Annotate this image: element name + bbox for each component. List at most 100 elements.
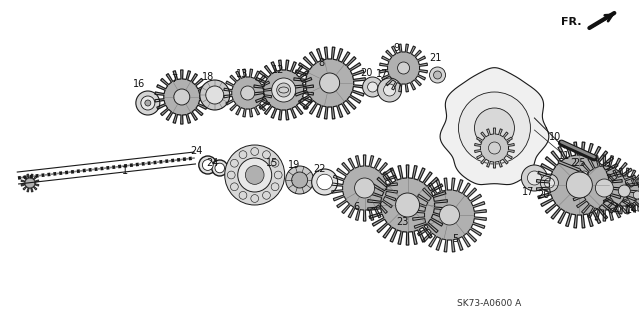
Circle shape bbox=[239, 151, 247, 159]
Circle shape bbox=[367, 82, 378, 92]
Circle shape bbox=[540, 174, 558, 192]
Polygon shape bbox=[368, 165, 447, 245]
Circle shape bbox=[227, 171, 235, 179]
Text: 10: 10 bbox=[549, 132, 561, 142]
Circle shape bbox=[458, 92, 531, 164]
Polygon shape bbox=[254, 60, 314, 120]
Text: 2: 2 bbox=[570, 158, 577, 168]
Circle shape bbox=[488, 142, 500, 154]
Circle shape bbox=[251, 195, 259, 202]
Circle shape bbox=[363, 77, 383, 97]
Polygon shape bbox=[294, 47, 365, 119]
Text: 20: 20 bbox=[537, 190, 550, 200]
Ellipse shape bbox=[278, 87, 289, 93]
Circle shape bbox=[241, 86, 255, 100]
Text: 14: 14 bbox=[626, 205, 639, 215]
Circle shape bbox=[440, 205, 460, 225]
Text: 21: 21 bbox=[429, 53, 442, 63]
Text: 9: 9 bbox=[394, 43, 399, 53]
Text: 17: 17 bbox=[522, 187, 534, 197]
Polygon shape bbox=[224, 69, 271, 117]
Circle shape bbox=[225, 145, 285, 205]
Text: 1: 1 bbox=[122, 166, 128, 176]
Circle shape bbox=[566, 172, 593, 198]
Circle shape bbox=[522, 165, 547, 191]
Polygon shape bbox=[155, 70, 209, 124]
Polygon shape bbox=[380, 44, 428, 92]
Circle shape bbox=[212, 160, 228, 176]
Circle shape bbox=[527, 171, 541, 185]
Circle shape bbox=[319, 73, 340, 93]
Text: SK73-A0600 A: SK73-A0600 A bbox=[458, 299, 522, 308]
Circle shape bbox=[271, 160, 279, 167]
Text: 22: 22 bbox=[314, 164, 326, 174]
Circle shape bbox=[145, 100, 151, 106]
Text: 20: 20 bbox=[360, 68, 372, 78]
Circle shape bbox=[174, 89, 190, 105]
Text: 23: 23 bbox=[396, 217, 409, 227]
Text: 3: 3 bbox=[604, 162, 611, 172]
Circle shape bbox=[199, 156, 217, 174]
Text: 17: 17 bbox=[376, 69, 388, 79]
Text: 11: 11 bbox=[558, 151, 570, 161]
Circle shape bbox=[275, 171, 282, 179]
Text: 19: 19 bbox=[287, 160, 300, 170]
Circle shape bbox=[262, 151, 270, 159]
Circle shape bbox=[634, 191, 640, 199]
Circle shape bbox=[239, 191, 247, 199]
Text: 12: 12 bbox=[271, 65, 284, 75]
Text: 15: 15 bbox=[266, 158, 278, 168]
Circle shape bbox=[202, 160, 213, 170]
Polygon shape bbox=[21, 174, 39, 192]
Polygon shape bbox=[413, 178, 486, 252]
Polygon shape bbox=[475, 128, 515, 168]
Circle shape bbox=[271, 183, 279, 191]
Text: 4: 4 bbox=[613, 206, 620, 216]
Circle shape bbox=[595, 179, 613, 197]
Text: 24: 24 bbox=[207, 158, 219, 168]
Circle shape bbox=[317, 174, 332, 190]
Circle shape bbox=[272, 78, 296, 102]
Circle shape bbox=[292, 172, 308, 188]
Circle shape bbox=[433, 71, 442, 79]
Text: 5: 5 bbox=[452, 234, 459, 244]
Circle shape bbox=[251, 148, 259, 155]
Circle shape bbox=[141, 96, 155, 110]
Circle shape bbox=[262, 191, 270, 199]
Polygon shape bbox=[621, 179, 640, 211]
Text: 18: 18 bbox=[202, 72, 214, 82]
Polygon shape bbox=[572, 155, 637, 221]
Circle shape bbox=[378, 78, 401, 102]
Circle shape bbox=[545, 178, 554, 188]
Text: FR.: FR. bbox=[561, 17, 581, 27]
Circle shape bbox=[355, 178, 374, 198]
Circle shape bbox=[276, 83, 291, 97]
Circle shape bbox=[312, 169, 338, 195]
Polygon shape bbox=[602, 168, 640, 214]
Polygon shape bbox=[332, 155, 397, 221]
Circle shape bbox=[383, 84, 396, 96]
Polygon shape bbox=[536, 142, 622, 228]
Text: 8: 8 bbox=[319, 58, 324, 68]
Circle shape bbox=[397, 62, 410, 74]
Circle shape bbox=[215, 163, 225, 173]
Text: 13: 13 bbox=[236, 69, 248, 79]
Circle shape bbox=[136, 91, 160, 115]
Polygon shape bbox=[440, 68, 548, 185]
Circle shape bbox=[285, 166, 314, 194]
Text: 16: 16 bbox=[132, 79, 145, 89]
Circle shape bbox=[474, 108, 515, 148]
Text: 6: 6 bbox=[353, 202, 360, 212]
Circle shape bbox=[429, 67, 445, 83]
Circle shape bbox=[230, 160, 238, 167]
Circle shape bbox=[230, 183, 238, 191]
Text: 24: 24 bbox=[191, 146, 203, 156]
Circle shape bbox=[245, 166, 264, 184]
Circle shape bbox=[618, 185, 630, 197]
Circle shape bbox=[206, 86, 224, 104]
Text: 25: 25 bbox=[573, 158, 586, 168]
Circle shape bbox=[396, 193, 420, 217]
Circle shape bbox=[200, 80, 230, 110]
Circle shape bbox=[237, 158, 272, 192]
Text: 7: 7 bbox=[172, 74, 178, 84]
